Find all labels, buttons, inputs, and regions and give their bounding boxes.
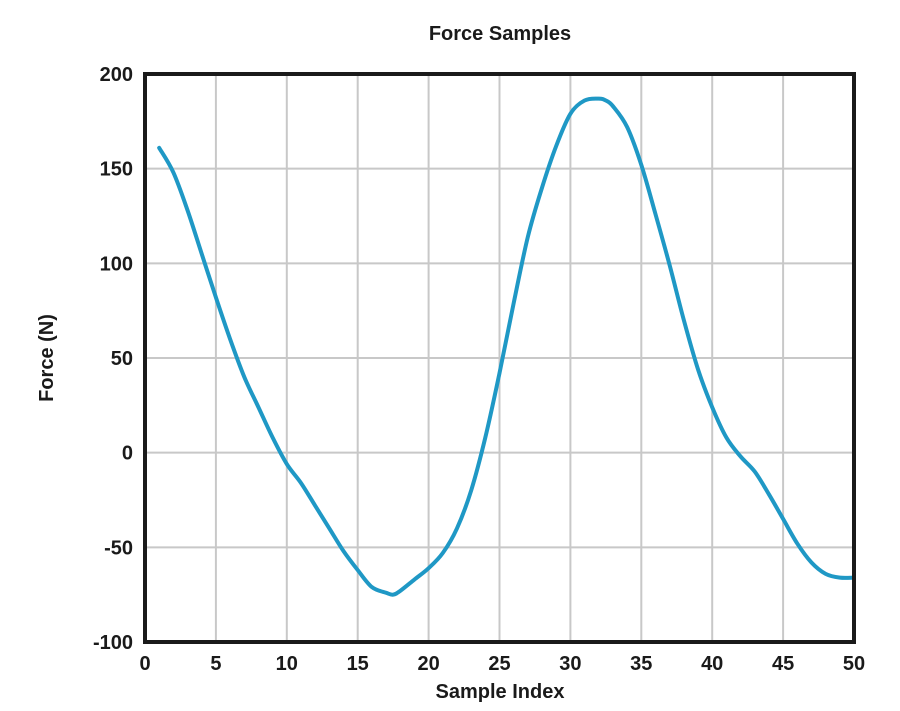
y-tick-label: 200	[100, 64, 133, 86]
x-axis-label: Sample Index	[436, 681, 565, 703]
y-tick-label: 100	[100, 253, 133, 275]
y-tick-label: 0	[122, 443, 133, 465]
y-tick-label: 150	[100, 159, 133, 181]
x-tick-label: 10	[276, 653, 298, 675]
x-tick-label: 30	[559, 653, 581, 675]
y-axis-ticks: -100 -50 0 50 100 150 200	[93, 64, 133, 654]
grid	[144, 73, 855, 643]
x-tick-label: 45	[772, 653, 794, 675]
plot-frame	[143, 72, 856, 644]
y-axis-label: Force (N)	[36, 314, 58, 402]
x-tick-label: 25	[488, 653, 510, 675]
plot-area	[157, 96, 856, 597]
force-series-line	[157, 96, 856, 597]
x-tick-label: 15	[347, 653, 369, 675]
x-tick-label: 20	[417, 653, 439, 675]
y-tick-label: 50	[111, 348, 133, 370]
x-tick-label: 0	[139, 653, 150, 675]
x-tick-label: 50	[843, 653, 865, 675]
x-axis-ticks: 0 5 10 15 20 25 30 35 40 45 50	[139, 653, 865, 675]
x-tick-label: 5	[210, 653, 221, 675]
chart-title: Force Samples	[429, 23, 571, 45]
y-tick-label: -50	[104, 537, 133, 559]
y-tick-label: -100	[93, 632, 133, 654]
x-tick-label: 40	[701, 653, 723, 675]
x-tick-label: 35	[630, 653, 652, 675]
